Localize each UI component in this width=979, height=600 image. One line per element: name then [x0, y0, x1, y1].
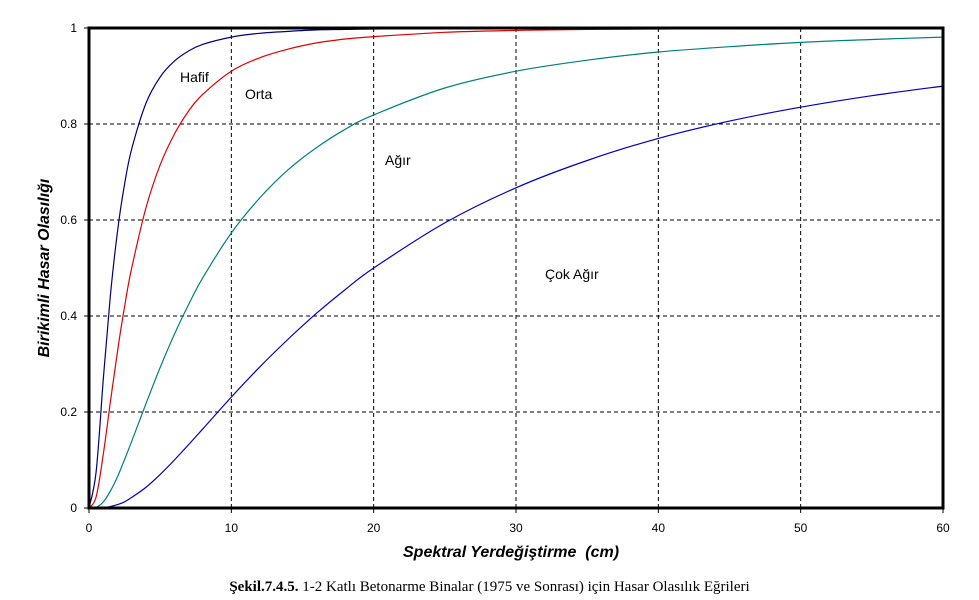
annotation-cok-agir: Çok Ağır [545, 266, 599, 282]
y-tick-label: 0.4 [60, 309, 77, 323]
grid-lines [89, 28, 943, 508]
tick-labels: 0 10 20 30 40 50 60 0 0.2 0.4 0.6 0.8 1 [60, 21, 950, 535]
x-tick-label: 50 [794, 521, 808, 535]
x-tick-label: 20 [367, 521, 381, 535]
series-line-ağır [88, 36, 944, 509]
figure-caption: Şekil.7.4.5. 1-2 Katlı Betonarme Binalar… [0, 579, 979, 596]
annotation-agir: Ağır [385, 152, 411, 168]
x-tick-label: 60 [936, 521, 950, 535]
x-tick-label: 40 [652, 521, 666, 535]
y-tick-label: 1 [70, 21, 77, 35]
x-tick-label: 0 [86, 521, 93, 535]
y-axis-title: Birikimli Hasar Olasılığı [36, 178, 53, 357]
y-tick-label: 0.8 [60, 117, 77, 131]
caption-text: 1-2 Katlı Betonarme Binalar (1975 ve Son… [298, 579, 750, 595]
y-tick-label: 0 [70, 501, 77, 515]
x-axis-title: Spektral Yerdeğiştirme (cm) [403, 544, 619, 561]
y-tick-label: 0.2 [60, 405, 77, 419]
annotation-orta: Orta [245, 86, 272, 102]
annotation-hafif: Hafif [180, 69, 209, 85]
x-tick-label: 30 [509, 521, 523, 535]
series-line-çok-ağır [88, 85, 944, 509]
x-tick-label: 10 [225, 521, 239, 535]
caption-label: Şekil.7.4.5. [229, 579, 299, 595]
y-tick-label: 0.6 [60, 213, 77, 227]
